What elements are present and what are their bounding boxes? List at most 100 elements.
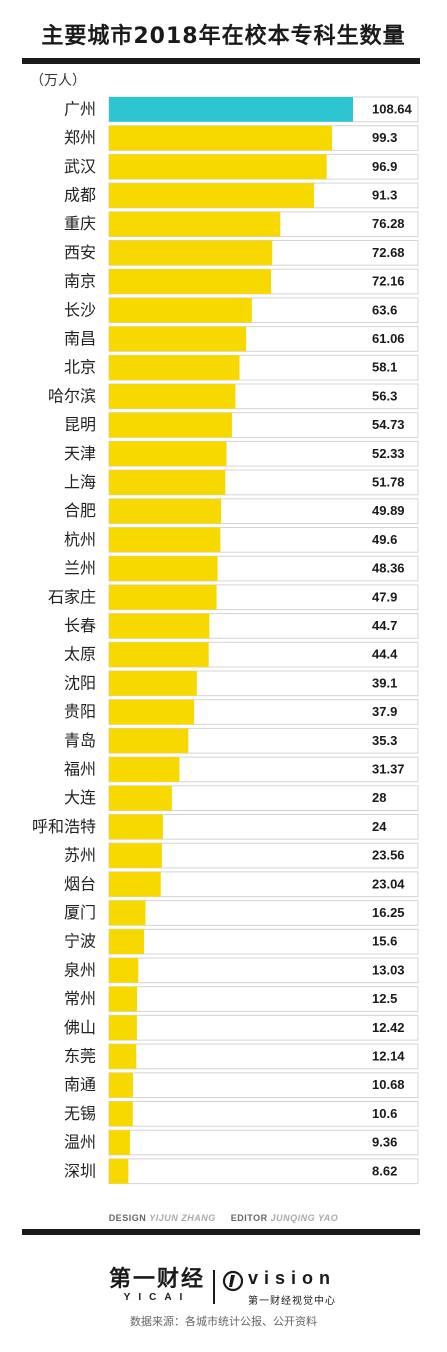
bar-row: 杭州 49.6 <box>64 527 419 553</box>
credits: DESIGN YIJUN ZHANG EDITOR JUNQING YAO <box>0 1213 447 1223</box>
bar-row: 石家庄 47.9 <box>48 584 419 611</box>
value-label: 13.03 <box>372 962 405 977</box>
value-label: 61.06 <box>372 331 405 346</box>
bar <box>109 1158 129 1184</box>
bar-row: 东莞 12.14 <box>64 1043 419 1070</box>
bar <box>109 642 209 667</box>
bar <box>109 871 161 897</box>
category-label: 青岛 <box>64 731 96 750</box>
category-label: 杭州 <box>64 530 96 549</box>
value-label: 10.6 <box>372 1106 397 1121</box>
category-label: 南昌 <box>64 329 96 348</box>
category-label: 佛山 <box>64 1018 96 1037</box>
category-label: 北京 <box>64 358 96 377</box>
category-label: 苏州 <box>64 846 96 865</box>
bar <box>109 699 195 725</box>
value-label: 23.04 <box>372 876 405 891</box>
bar <box>109 326 247 352</box>
value-label: 91.3 <box>372 187 397 202</box>
bar-row: 哈尔滨 56.3 <box>48 383 419 410</box>
value-label: 76.28 <box>372 216 405 231</box>
category-label: 广州 <box>64 99 96 118</box>
value-label: 47.9 <box>372 589 397 604</box>
category-label: 呼和浩特 <box>32 817 96 836</box>
bar <box>109 958 139 983</box>
category-label: 合肥 <box>64 501 96 520</box>
bar-row: 太原 44.4 <box>64 641 419 668</box>
category-label: 沈阳 <box>64 673 96 692</box>
bar <box>109 211 281 237</box>
logo-row: 第一财经 YICAI vision 第一财经视觉中心 <box>0 1268 447 1308</box>
category-label: 厦门 <box>64 903 96 922</box>
value-label: 10.68 <box>372 1077 405 1092</box>
category-label: 哈尔滨 <box>48 386 96 405</box>
value-label: 99.3 <box>372 130 397 145</box>
value-label: 8.62 <box>372 1163 397 1178</box>
category-label: 昆明 <box>64 415 96 434</box>
bar <box>109 986 138 1012</box>
bar-row: 合肥 49.89 <box>64 498 419 524</box>
value-label: 39.1 <box>372 675 397 690</box>
bar-row: 宁波 15.6 <box>64 928 419 955</box>
bar-row: 西安 72.68 <box>64 240 419 266</box>
yicai-logo-en: YICAI <box>123 1292 191 1303</box>
bar <box>109 355 240 380</box>
design-name: YIJUN ZHANG <box>149 1213 216 1223</box>
bar <box>109 1101 133 1127</box>
category-label: 天津 <box>64 444 96 463</box>
value-label: 44.7 <box>372 618 397 633</box>
category-label: 南通 <box>64 1075 96 1094</box>
category-label: 武汉 <box>64 157 96 176</box>
bar <box>109 843 162 868</box>
bar-row: 大连 28 <box>64 785 419 811</box>
value-label: 52.33 <box>372 446 405 461</box>
chart-title: 主要城市2018年在校本专科生数量 <box>41 24 406 49</box>
value-label: 35.3 <box>372 733 397 748</box>
category-label: 西安 <box>64 243 96 262</box>
value-label: 31.37 <box>372 761 405 776</box>
category-label: 常州 <box>64 989 96 1008</box>
yicai-logo-cn: 第一财经 <box>108 1267 205 1292</box>
data-source: 数据来源：各城市统计公报、公开资料 <box>130 1315 317 1328</box>
vision-logo-en: vision <box>248 1268 337 1288</box>
bar-row: 南通 10.68 <box>64 1072 419 1099</box>
bar <box>109 154 327 180</box>
bar <box>109 1015 137 1041</box>
value-label: 16.25 <box>372 905 405 920</box>
bar-row: 南京 72.16 <box>64 268 419 295</box>
bar <box>109 470 226 495</box>
category-label: 福州 <box>64 759 96 778</box>
bar <box>109 125 333 151</box>
bar-row: 温州 9.36 <box>64 1129 419 1156</box>
editor-name: JUNQING YAO <box>270 1213 339 1223</box>
bar <box>109 814 163 840</box>
bar-row: 福州 31.37 <box>64 756 419 783</box>
bar <box>109 613 210 639</box>
value-label: 56.3 <box>372 388 397 403</box>
bar-row: 郑州 99.3 <box>64 125 419 151</box>
bar <box>109 584 217 610</box>
bar <box>109 757 180 782</box>
bar-row: 无锡 10.6 <box>64 1101 419 1127</box>
logo-divider <box>213 1270 215 1304</box>
value-label: 9.36 <box>372 1135 397 1150</box>
category-label: 大连 <box>64 788 96 807</box>
value-label: 96.9 <box>372 159 397 174</box>
value-label: 49.6 <box>372 532 397 547</box>
value-label: 24 <box>372 819 387 834</box>
bar-row: 沈阳 39.1 <box>64 670 419 697</box>
category-label: 宁波 <box>64 932 96 951</box>
value-label: 72.68 <box>372 245 405 260</box>
editor-role: EDITOR <box>230 1213 268 1223</box>
bar <box>109 384 236 409</box>
bar-row: 上海 51.78 <box>64 469 419 496</box>
value-label: 72.16 <box>372 274 405 289</box>
bottom-rule <box>22 1229 420 1235</box>
category-label: 石家庄 <box>48 587 96 606</box>
bar <box>109 900 146 926</box>
bar-row: 常州 12.5 <box>64 986 419 1012</box>
yicai-logo: 第一财经 YICAI <box>107 1268 207 1304</box>
category-label: 长沙 <box>64 300 96 319</box>
value-label: 49.89 <box>372 503 405 518</box>
